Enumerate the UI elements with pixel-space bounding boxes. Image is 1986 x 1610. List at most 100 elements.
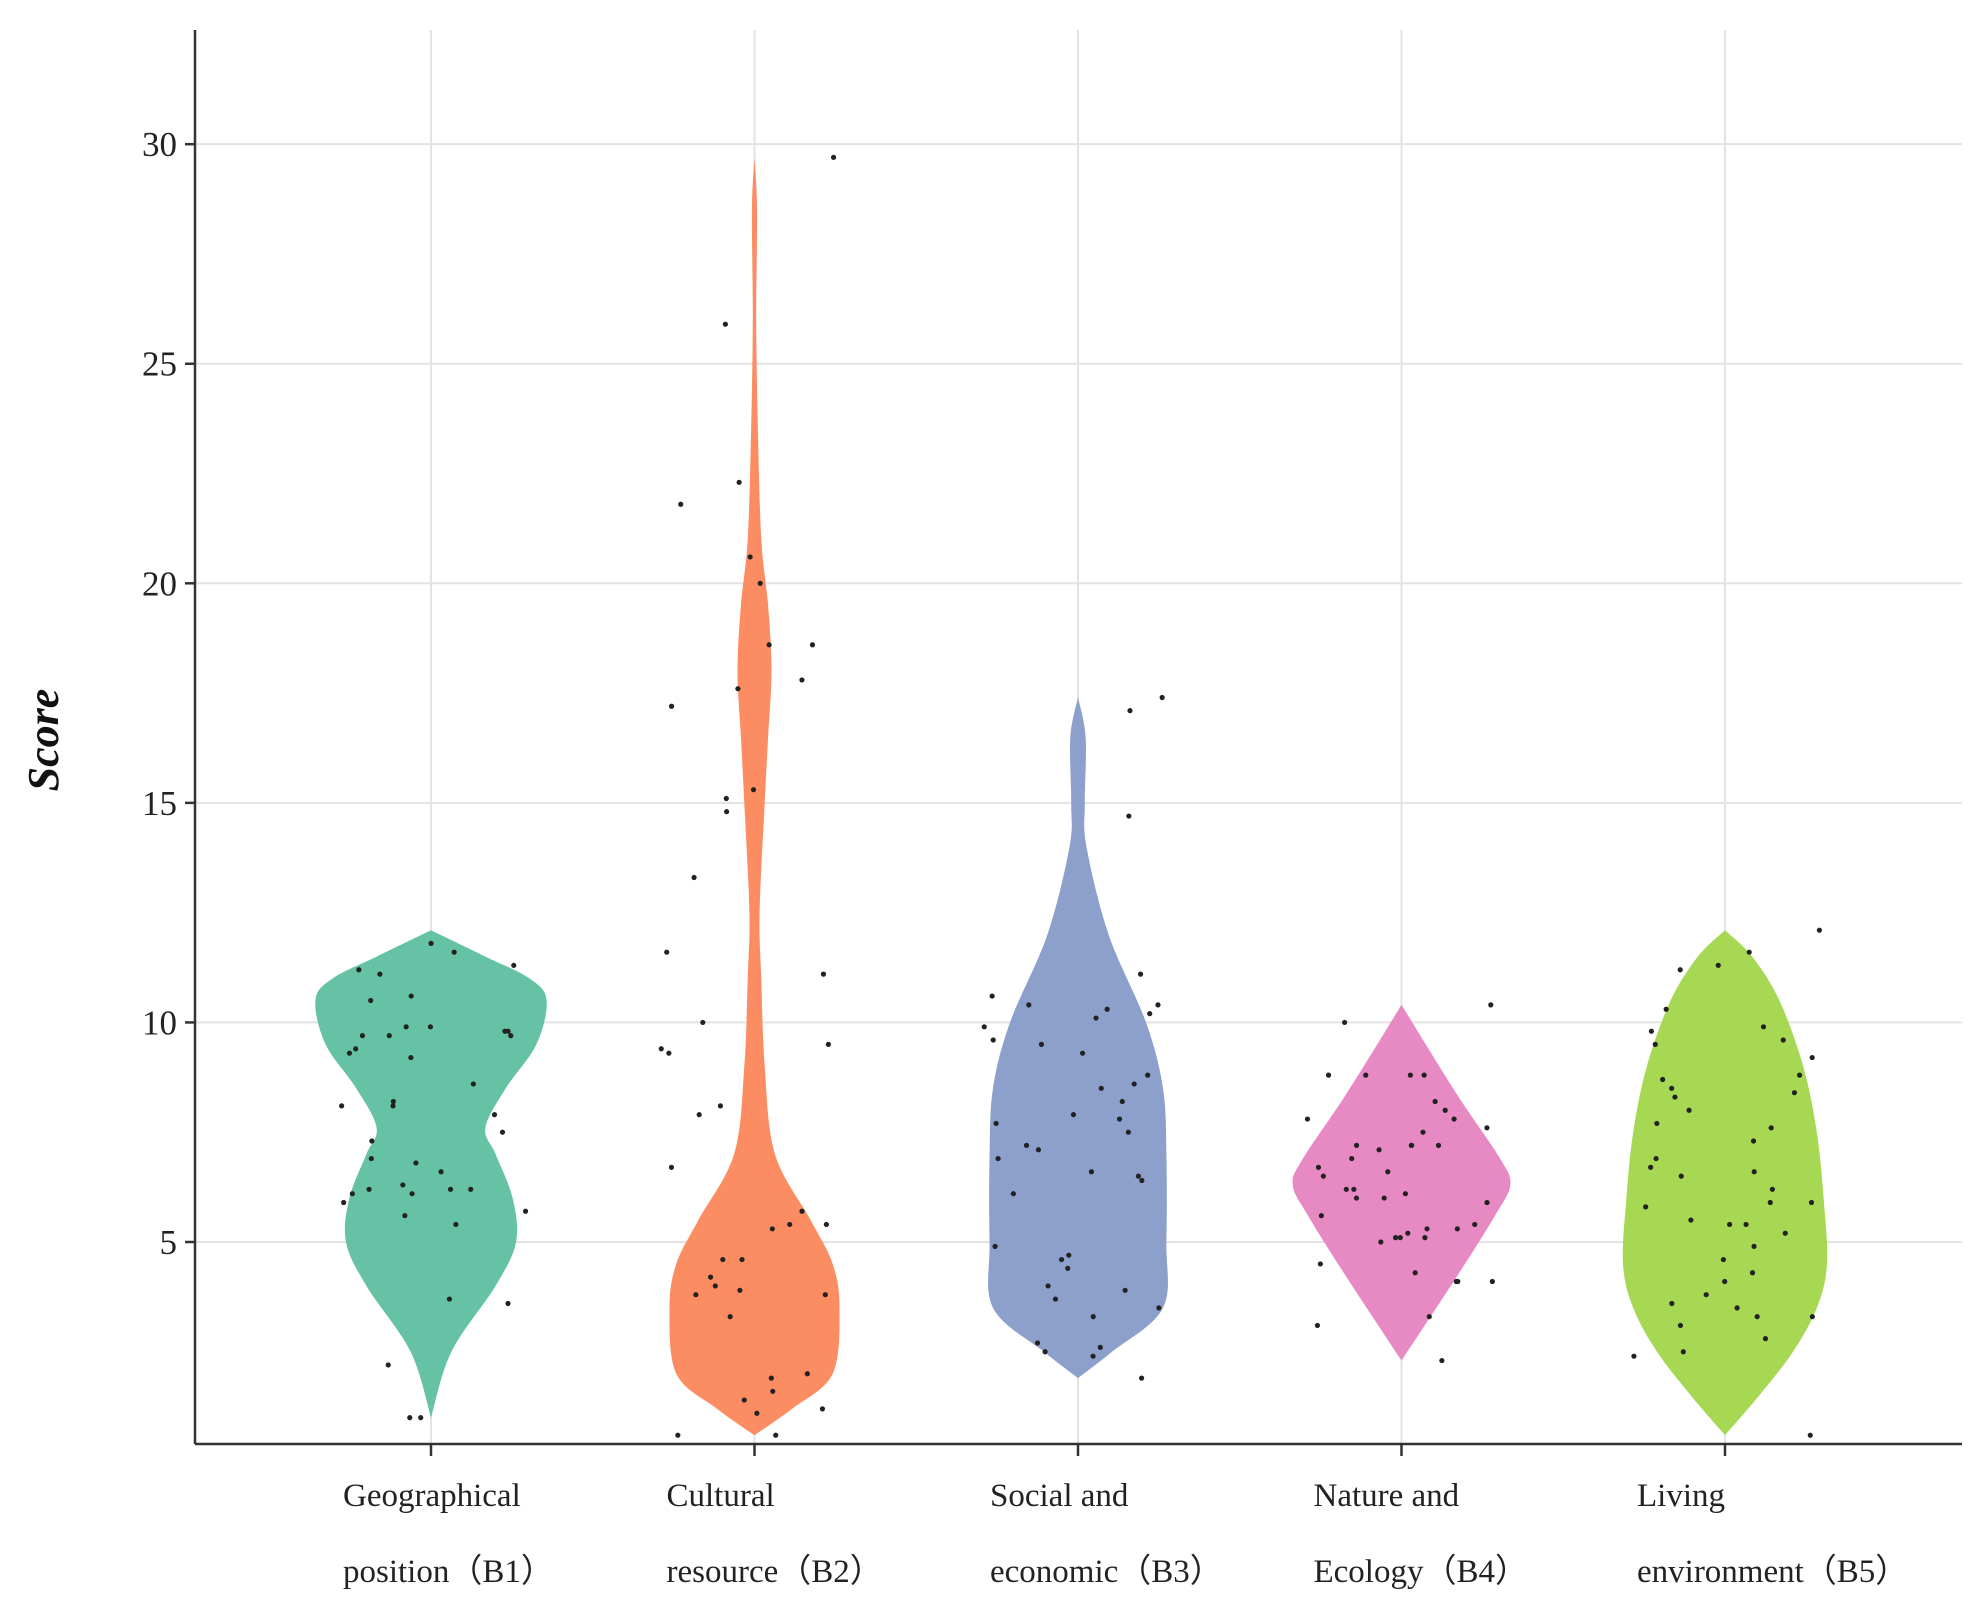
point-b2-42 <box>773 1432 779 1438</box>
point-b5-1 <box>1746 949 1752 955</box>
point-b3-12 <box>1038 1041 1045 1047</box>
point-b2-35 <box>727 1314 733 1320</box>
point-b3-9 <box>1093 1015 1099 1021</box>
point-b4-15 <box>1409 1142 1415 1148</box>
point-b2-43 <box>675 1432 681 1438</box>
point-b1-7 <box>428 940 434 946</box>
point-b2-34 <box>822 1292 828 1298</box>
point-b3-5 <box>1155 1002 1161 1008</box>
point-b1-24 <box>413 1160 419 1166</box>
point-b5-38 <box>1754 1314 1760 1320</box>
point-b4-9 <box>1451 1116 1457 1122</box>
point-b1-15 <box>386 1033 392 1039</box>
point-b5-39 <box>1809 1314 1815 1320</box>
point-b4-17 <box>1349 1155 1355 1162</box>
point-b5-34 <box>1722 1278 1728 1285</box>
point-b5-19 <box>1653 1155 1659 1162</box>
point-b5-14 <box>1672 1094 1678 1100</box>
point-b3-40 <box>1042 1349 1048 1355</box>
point-b4-35 <box>1378 1239 1384 1245</box>
point-b1-18 <box>390 1098 396 1105</box>
point-b3-11 <box>990 1037 996 1043</box>
point-b4-11 <box>1420 1129 1426 1135</box>
violin-b1 <box>315 930 547 1418</box>
point-b1-22 <box>369 1138 375 1144</box>
point-b5-30 <box>1782 1230 1788 1236</box>
point-b3-16 <box>1098 1085 1104 1091</box>
point-b1-35 <box>402 1213 408 1219</box>
point-b1-21 <box>499 1129 506 1135</box>
point-b2-1 <box>722 321 728 327</box>
y-tick-label-10: 10 <box>142 1003 177 1042</box>
point-b3-23 <box>1035 1147 1042 1153</box>
point-b1-9 <box>377 971 383 977</box>
category-label-b1: Geographical position（B1） <box>343 1478 554 1590</box>
point-b4-2 <box>1325 1072 1332 1078</box>
point-b4-25 <box>1353 1195 1360 1201</box>
point-b1-13 <box>368 997 374 1004</box>
point-b3-7 <box>1104 1006 1110 1012</box>
category-label-b3: Social and economic（B3） <box>990 1478 1223 1590</box>
point-b1-40 <box>407 1415 413 1421</box>
point-b4-12 <box>1353 1142 1360 1148</box>
point-b4-42 <box>1314 1322 1321 1329</box>
point-b4-22 <box>1351 1186 1357 1192</box>
axis-labels: 5 10 15 20 25 30 Geographical position（B1） Cultu… <box>142 125 1908 1590</box>
point-b2-13 <box>724 809 730 815</box>
point-b3-13 <box>1079 1050 1086 1056</box>
y-tick-label-25: 25 <box>142 345 177 384</box>
point-b5-15 <box>1686 1107 1692 1113</box>
point-b4-27 <box>1318 1213 1324 1219</box>
point-b3-2 <box>1126 813 1132 819</box>
point-b4-31 <box>1405 1230 1411 1236</box>
point-b1-17 <box>470 1081 476 1087</box>
category-label-b5: Living environment（B5） <box>1637 1478 1908 1590</box>
point-b3-24 <box>995 1155 1001 1162</box>
point-b2-6 <box>809 642 816 648</box>
point-b5-10 <box>1797 1072 1803 1078</box>
violins <box>315 157 1828 1436</box>
point-b2-29 <box>720 1256 726 1263</box>
point-b5-26 <box>1643 1204 1649 1210</box>
category-label-line: Social and <box>990 1478 1129 1514</box>
point-b5-33 <box>1749 1270 1756 1276</box>
point-b3-25 <box>1088 1169 1095 1175</box>
point-b4-37 <box>1412 1270 1418 1276</box>
point-b1-2 <box>346 1050 353 1056</box>
point-b5-42 <box>1680 1349 1686 1355</box>
point-b2-4 <box>747 554 753 560</box>
point-b5-9 <box>1809 1054 1815 1061</box>
category-label-line: position（B1） <box>343 1554 554 1590</box>
point-b2-7 <box>766 642 772 648</box>
point-b3-0 <box>1159 694 1165 701</box>
point-b2-24 <box>799 1208 805 1214</box>
category-label-line: resource（B2） <box>667 1554 883 1590</box>
point-b2-32 <box>737 1287 743 1293</box>
point-b2-30 <box>707 1274 714 1280</box>
violin-b5 <box>1622 930 1828 1436</box>
point-b2-22 <box>696 1112 702 1118</box>
point-b1-33 <box>341 1199 347 1206</box>
point-b1-3 <box>408 1054 414 1061</box>
point-b4-29 <box>1454 1226 1460 1232</box>
point-b4-8 <box>1304 1116 1311 1122</box>
point-b4-5 <box>1363 1072 1369 1078</box>
point-b1-32 <box>409 1191 415 1197</box>
point-b1-29 <box>447 1186 454 1192</box>
point-b1-4 <box>505 1028 511 1034</box>
y-tick-label-15: 15 <box>142 784 177 823</box>
point-b4-3 <box>1407 1072 1413 1078</box>
point-b3-33 <box>1045 1283 1051 1289</box>
point-b5-36 <box>1669 1300 1675 1307</box>
point-b5-40 <box>1677 1322 1684 1329</box>
axes <box>185 30 1962 1456</box>
point-b1-20 <box>339 1103 345 1109</box>
point-b2-28 <box>739 1256 745 1263</box>
point-b4-28 <box>1472 1221 1478 1228</box>
point-b3-38 <box>1034 1340 1041 1346</box>
point-b5-41 <box>1762 1336 1769 1342</box>
point-b3-32 <box>1065 1265 1071 1271</box>
point-b2-10 <box>668 703 675 709</box>
point-b3-10 <box>981 1024 987 1030</box>
